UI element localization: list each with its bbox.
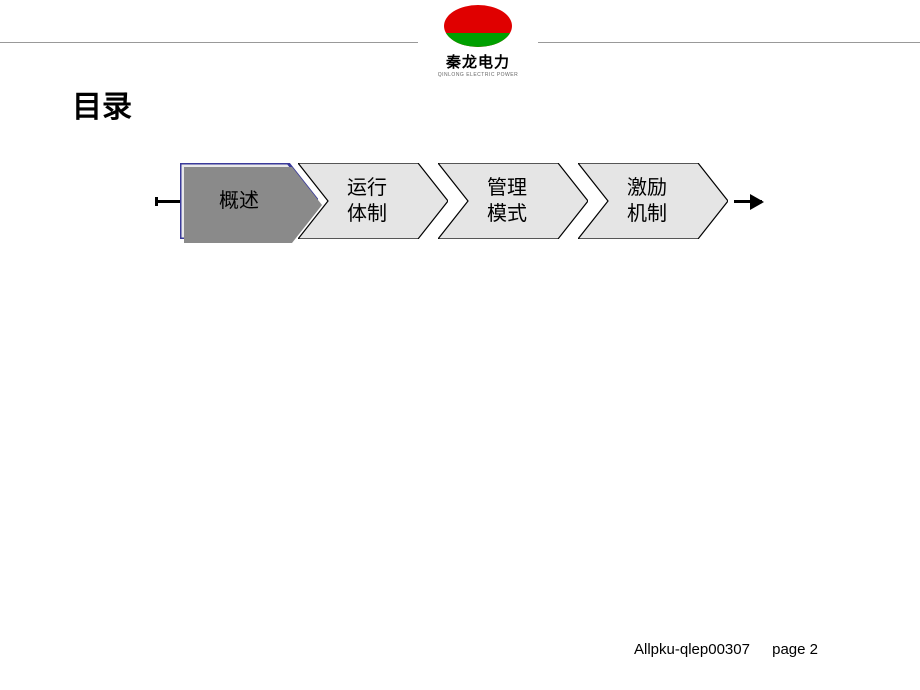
- footer-doc-id: Allpku-qlep00307: [634, 641, 750, 658]
- page-title: 目录: [72, 82, 132, 126]
- flow-steps: 概述 运行体制 管理模式 激励机制: [180, 163, 734, 239]
- flow-step-3: 管理模式: [438, 163, 588, 239]
- logo-company-subtext: QINLONG ELECTRIC POWER: [418, 72, 538, 78]
- flow-end-arrow: [734, 200, 762, 203]
- flow-step-4-label: 激励机制: [596, 163, 698, 239]
- flow-step-2: 运行体制: [298, 163, 448, 239]
- flow-step-3-label: 管理模式: [456, 163, 558, 239]
- logo: 秦龙电力 QINLONG ELECTRIC POWER: [418, 5, 538, 78]
- flow-step-4: 激励机制: [578, 163, 728, 239]
- flow-start-marker: [158, 200, 182, 203]
- logo-mark: [444, 5, 512, 47]
- footer: Allpku-qlep00307 page 2: [634, 641, 818, 658]
- footer-page: page 2: [772, 641, 818, 658]
- flow-step-2-label: 运行体制: [316, 163, 418, 239]
- logo-company-name: 秦龙电力: [418, 51, 538, 72]
- flow-diagram: 概述 运行体制 管理模式 激励机制: [158, 160, 758, 242]
- flow-step-1-label: 概述: [190, 163, 288, 239]
